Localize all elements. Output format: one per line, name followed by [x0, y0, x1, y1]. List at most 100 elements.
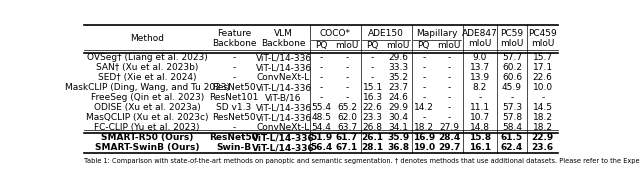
Text: 9.0: 9.0 [472, 53, 487, 62]
Text: -: - [320, 53, 323, 62]
Text: PC59
mIoU: PC59 mIoU [500, 29, 524, 48]
Text: 22.6: 22.6 [363, 103, 383, 112]
Text: -: - [478, 93, 481, 102]
Text: -: - [346, 53, 349, 62]
Text: SD v1.3: SD v1.3 [216, 103, 252, 112]
Text: 16.3: 16.3 [363, 93, 383, 102]
Text: Mapillary: Mapillary [417, 29, 458, 38]
Text: 62.4: 62.4 [501, 143, 523, 152]
Text: 35.9: 35.9 [387, 133, 410, 142]
Text: -: - [232, 53, 236, 62]
Text: -: - [320, 83, 323, 92]
Text: 8.2: 8.2 [473, 83, 487, 92]
Text: 24.6: 24.6 [388, 93, 408, 102]
Text: -: - [232, 73, 236, 82]
Text: 55.4: 55.4 [312, 103, 332, 112]
Text: 15.8: 15.8 [468, 133, 491, 142]
Text: 10.7: 10.7 [470, 113, 490, 122]
Text: mIoU: mIoU [387, 41, 410, 50]
Text: 29.9: 29.9 [388, 103, 408, 112]
Text: FreeSeg (Qin et al. 2023): FreeSeg (Qin et al. 2023) [91, 93, 204, 102]
Text: 34.1: 34.1 [388, 123, 408, 132]
Text: 14.5: 14.5 [532, 103, 553, 112]
Text: ViT-L/14-336: ViT-L/14-336 [255, 103, 312, 112]
Text: 29.7: 29.7 [438, 143, 460, 152]
Text: 28.4: 28.4 [438, 133, 460, 142]
Text: mIoU: mIoU [438, 41, 461, 50]
Text: 62.0: 62.0 [337, 113, 357, 122]
Text: -: - [447, 93, 451, 102]
Text: 17.1: 17.1 [532, 63, 553, 72]
Text: COCO*: COCO* [320, 29, 351, 38]
Text: -: - [320, 73, 323, 82]
Text: 35.2: 35.2 [388, 73, 408, 82]
Text: Method: Method [130, 34, 164, 43]
Text: -: - [447, 53, 451, 62]
Text: -: - [447, 73, 451, 82]
Text: 22.6: 22.6 [533, 73, 553, 82]
Text: FC-CLIP (Yu et al. 2023): FC-CLIP (Yu et al. 2023) [95, 123, 200, 132]
Text: 51.9: 51.9 [310, 133, 333, 142]
Text: 45.9: 45.9 [502, 83, 522, 92]
Text: -: - [346, 93, 349, 102]
Text: -: - [422, 93, 426, 102]
Text: 61.5: 61.5 [501, 133, 523, 142]
Text: MasQCLIP (Xu et al. 2023c): MasQCLIP (Xu et al. 2023c) [86, 113, 209, 122]
Text: 22.9: 22.9 [532, 133, 554, 142]
Text: 60.6: 60.6 [502, 73, 522, 82]
Text: -: - [422, 83, 426, 92]
Text: 33.3: 33.3 [388, 63, 408, 72]
Text: ViT-L/14-336: ViT-L/14-336 [255, 53, 312, 62]
Text: -: - [422, 73, 426, 82]
Text: ConvNeXt-L: ConvNeXt-L [257, 123, 310, 132]
Text: -: - [447, 83, 451, 92]
Text: ResNet101: ResNet101 [209, 93, 259, 102]
Text: OVSeg† (Liang et al. 2023): OVSeg† (Liang et al. 2023) [87, 53, 207, 62]
Text: -: - [346, 63, 349, 72]
Text: MaskCLIP (Ding, Wang, and Tu 2023): MaskCLIP (Ding, Wang, and Tu 2023) [65, 83, 230, 92]
Text: -: - [232, 63, 236, 72]
Text: -: - [320, 93, 323, 102]
Text: PC459
mIoU: PC459 mIoU [529, 29, 557, 48]
Text: 36.8: 36.8 [387, 143, 409, 152]
Text: 56.4: 56.4 [310, 143, 333, 152]
Text: ViT-L/14-336: ViT-L/14-336 [255, 83, 312, 92]
Text: 54.4: 54.4 [312, 123, 332, 132]
Text: -: - [232, 123, 236, 132]
Text: ResNet50: ResNet50 [212, 113, 256, 122]
Text: VLM
Backbone: VLM Backbone [261, 29, 306, 48]
Text: 26.1: 26.1 [362, 133, 384, 142]
Text: -: - [320, 63, 323, 72]
Text: 15.1: 15.1 [363, 83, 383, 92]
Text: 19.0: 19.0 [413, 143, 435, 152]
Text: -: - [510, 93, 514, 102]
Text: -: - [447, 113, 451, 122]
Text: PQ: PQ [417, 41, 430, 50]
Text: 16.9: 16.9 [413, 133, 435, 142]
Text: ViT-L/14-336: ViT-L/14-336 [252, 133, 315, 142]
Text: 14.2: 14.2 [414, 103, 434, 112]
Text: SMART-SwinB (Ours): SMART-SwinB (Ours) [95, 143, 200, 152]
Text: 30.4: 30.4 [388, 113, 408, 122]
Text: ODISE (Xu et al. 2023a): ODISE (Xu et al. 2023a) [94, 103, 200, 112]
Text: ConvNeXt-L: ConvNeXt-L [257, 73, 310, 82]
Text: 60.2: 60.2 [502, 63, 522, 72]
Text: 16.1: 16.1 [468, 143, 491, 152]
Text: ResNet50: ResNet50 [212, 83, 256, 92]
Text: Feature
Backbone: Feature Backbone [212, 29, 256, 48]
Text: ViT-B/16: ViT-B/16 [266, 93, 302, 102]
Text: ViT-L/14-336: ViT-L/14-336 [255, 63, 312, 72]
Text: 28.1: 28.1 [362, 143, 384, 152]
Text: Table 1: Comparison with state-of-the-art methods on panoptic and semantic segme: Table 1: Comparison with state-of-the-ar… [84, 158, 640, 164]
Text: -: - [422, 53, 426, 62]
Text: -: - [346, 83, 349, 92]
Text: -: - [541, 93, 545, 102]
Text: -: - [447, 63, 451, 72]
Text: 57.3: 57.3 [502, 103, 522, 112]
Text: ADE847
mIoU: ADE847 mIoU [462, 29, 498, 48]
Text: 18.2: 18.2 [413, 123, 434, 132]
Text: 15.7: 15.7 [532, 53, 553, 62]
Text: PQ: PQ [316, 41, 328, 50]
Text: 18.2: 18.2 [532, 113, 553, 122]
Text: 61.7: 61.7 [336, 133, 358, 142]
